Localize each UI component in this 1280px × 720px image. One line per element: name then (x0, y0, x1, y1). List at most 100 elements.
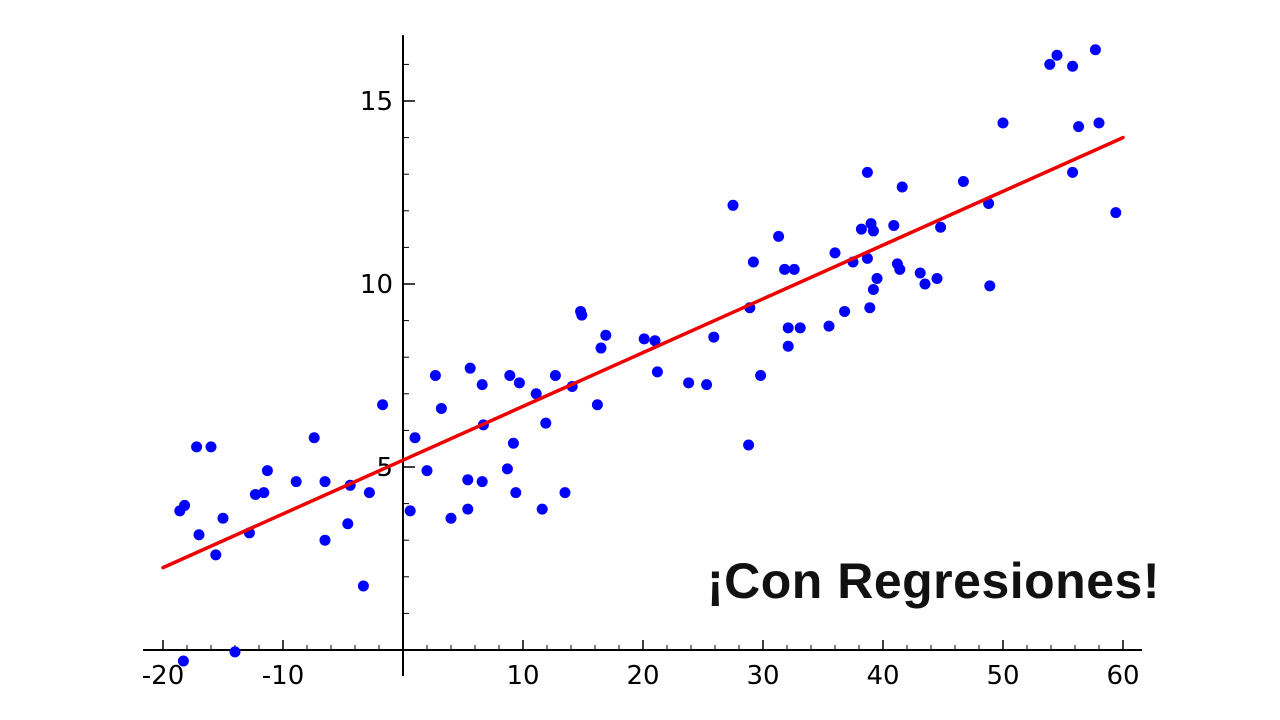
data-point (871, 273, 883, 285)
data-point (540, 417, 552, 429)
data-point (357, 580, 369, 592)
data-point (261, 465, 273, 477)
data-point (462, 474, 474, 486)
data-point (258, 487, 270, 499)
data-point (1093, 117, 1105, 129)
data-point (409, 432, 421, 444)
data-point (773, 230, 785, 242)
y-tick-label: 15 (360, 87, 393, 117)
data-point (727, 199, 739, 211)
data-point (855, 223, 867, 235)
data-point (179, 499, 191, 511)
data-points (174, 44, 1122, 667)
data-point (513, 377, 525, 389)
data-point (530, 388, 542, 400)
data-point (823, 320, 835, 332)
x-tick-label: 30 (746, 661, 779, 691)
data-point (747, 256, 759, 268)
x-tick-label: 40 (866, 661, 899, 691)
x-tick-label: 20 (626, 661, 659, 691)
data-point (794, 322, 806, 334)
data-point (205, 441, 217, 453)
tick-labels: -20-1010203040506051015 (142, 87, 1140, 691)
data-point (319, 476, 331, 488)
data-point (1051, 49, 1063, 61)
data-point (701, 379, 713, 391)
data-point (476, 379, 488, 391)
data-point (435, 402, 447, 414)
data-point (649, 335, 661, 347)
data-point (536, 503, 548, 515)
data-point (229, 646, 241, 658)
data-point (788, 263, 800, 275)
regression-line (161, 135, 1125, 570)
data-point (861, 166, 873, 178)
data-point (829, 247, 841, 259)
data-point (1067, 166, 1079, 178)
data-point (894, 263, 906, 275)
data-point (708, 331, 720, 343)
data-point (501, 463, 513, 475)
data-point (888, 219, 900, 231)
data-point (191, 441, 203, 453)
data-point (549, 370, 561, 381)
data-point (935, 221, 947, 233)
data-point (319, 534, 331, 546)
data-point (957, 176, 969, 188)
data-point (476, 476, 488, 488)
x-tick-label: -20 (142, 661, 184, 691)
data-point (504, 370, 516, 381)
data-point (931, 273, 943, 285)
data-point (651, 366, 663, 378)
data-point (510, 487, 522, 499)
data-point (421, 465, 433, 477)
data-point (782, 340, 794, 352)
data-point (1110, 207, 1122, 219)
data-point (638, 333, 650, 345)
data-point (210, 549, 222, 561)
data-point (576, 309, 588, 321)
data-point (249, 488, 261, 500)
data-point (1067, 60, 1079, 72)
data-point (193, 529, 205, 541)
data-point (290, 476, 302, 488)
data-point (997, 117, 1009, 129)
data-point (363, 487, 375, 499)
data-point (507, 437, 519, 449)
data-point (591, 399, 603, 411)
data-point (342, 518, 354, 530)
data-point (429, 370, 441, 381)
data-point (867, 283, 879, 295)
data-point (861, 252, 873, 264)
regression-line-group (161, 135, 1125, 570)
data-point (839, 305, 851, 317)
data-point (914, 267, 926, 279)
data-point (177, 655, 189, 667)
x-tick-label: 50 (986, 661, 1019, 691)
x-tick-label: 10 (506, 661, 539, 691)
data-point (1044, 58, 1056, 70)
data-point (559, 487, 571, 499)
data-point (404, 505, 416, 517)
data-point (867, 225, 879, 237)
x-tick-label: -10 (262, 661, 304, 691)
data-point (743, 439, 755, 451)
data-point (984, 280, 996, 292)
data-point (462, 503, 474, 515)
overlay-title: ¡Con Regresiones! (706, 553, 1160, 609)
data-point (377, 399, 389, 411)
data-point (600, 329, 612, 341)
data-point (779, 263, 791, 275)
data-point (919, 278, 931, 290)
data-point (464, 362, 476, 374)
y-tick-label: 10 (360, 270, 393, 300)
data-point (1089, 44, 1101, 56)
data-point (755, 370, 767, 381)
data-point (683, 377, 695, 389)
data-point (896, 181, 908, 193)
data-point (445, 512, 457, 524)
data-point (308, 432, 320, 444)
data-point (595, 342, 607, 354)
x-tick-label: 60 (1106, 661, 1139, 691)
